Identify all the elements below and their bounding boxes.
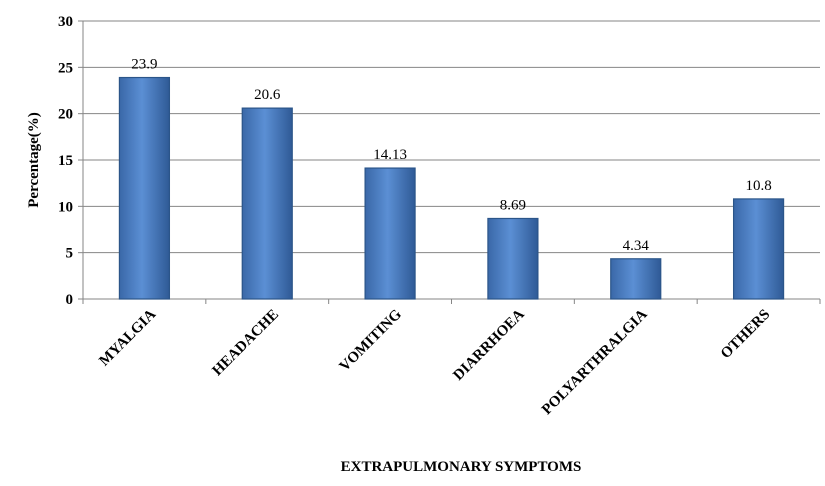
y-axis-title: Percentage(%) (26, 112, 42, 208)
data-label: 8.69 (500, 197, 526, 213)
category-label: HEADACHE (209, 307, 282, 380)
y-tick-label: 10 (58, 199, 73, 215)
x-axis-title: EXTRAPULMONARY SYMPTOMS (341, 459, 582, 475)
data-label: 10.8 (745, 178, 771, 194)
y-tick-label: 5 (66, 246, 74, 262)
category-label: DIARRHOEA (450, 306, 527, 383)
category-label: POLYARTHRALGIA (539, 306, 651, 418)
category-label: VOMITING (337, 306, 405, 374)
bars (118, 76, 785, 300)
y-tick-label: 15 (58, 153, 73, 169)
data-label: 14.13 (373, 147, 407, 163)
y-tick-label: 30 (58, 14, 73, 30)
data-label: 20.6 (254, 87, 281, 103)
bar-myalgia (118, 76, 171, 300)
data-label: 4.34 (623, 238, 650, 254)
bar-others (732, 198, 785, 300)
y-tick-label: 20 (58, 107, 73, 123)
bar-vomiting (364, 167, 416, 300)
data-label: 23.9 (131, 57, 157, 73)
category-label: OTHERS (718, 307, 774, 363)
axes (78, 20, 821, 304)
bar-headache (241, 107, 293, 300)
y-tick-label: 0 (66, 292, 74, 308)
category-label: MYALGIA (96, 306, 159, 369)
y-tick-label: 25 (58, 60, 73, 76)
bar-diarrhoea (487, 217, 539, 300)
gridlines (83, 20, 820, 254)
bar-polyarthralgia (610, 258, 662, 300)
